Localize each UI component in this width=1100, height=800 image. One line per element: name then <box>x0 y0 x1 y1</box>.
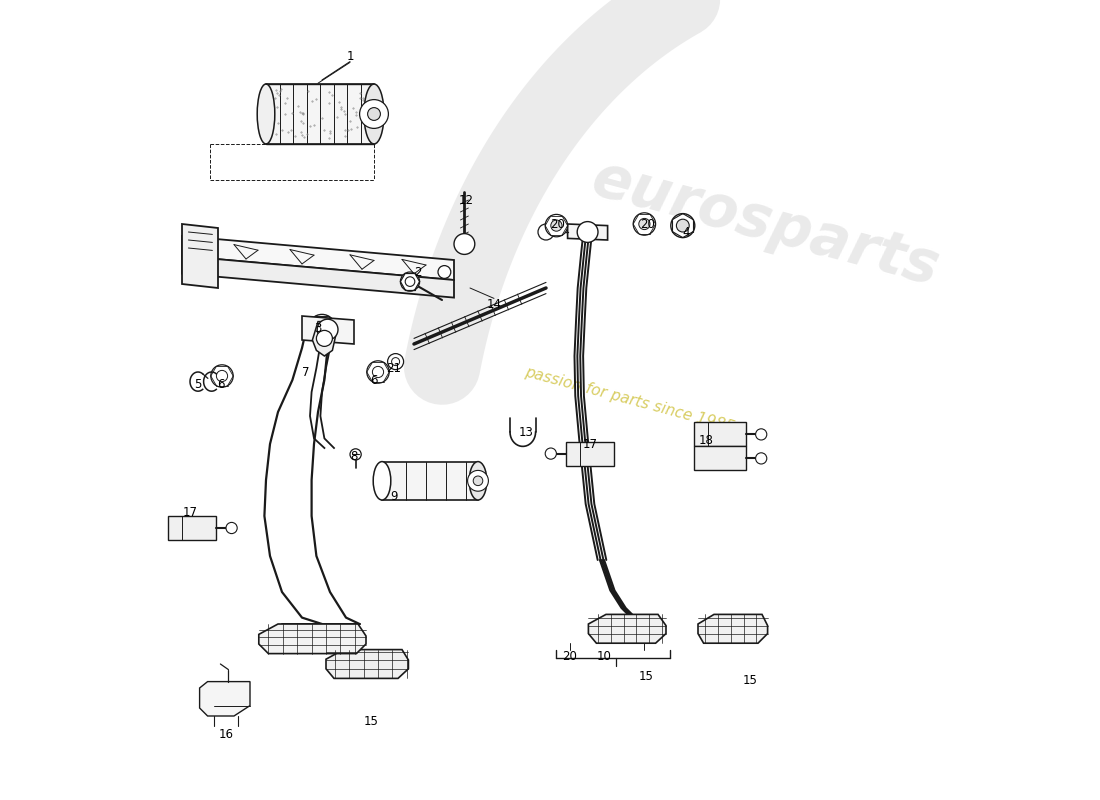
Text: 3: 3 <box>315 322 321 334</box>
Text: 20: 20 <box>562 650 578 662</box>
Circle shape <box>373 366 384 378</box>
Ellipse shape <box>470 462 487 500</box>
Text: 17: 17 <box>583 438 597 450</box>
Text: 14: 14 <box>486 298 502 310</box>
Polygon shape <box>326 650 408 678</box>
Circle shape <box>756 453 767 464</box>
Text: passion for parts since 1985: passion for parts since 1985 <box>524 365 737 435</box>
Polygon shape <box>698 614 768 643</box>
Polygon shape <box>182 236 454 280</box>
Circle shape <box>551 220 562 231</box>
Circle shape <box>546 214 568 237</box>
Circle shape <box>546 448 557 459</box>
Circle shape <box>578 222 598 242</box>
Circle shape <box>317 319 338 340</box>
Text: 17: 17 <box>183 506 198 518</box>
Text: 6: 6 <box>217 378 224 390</box>
Circle shape <box>315 321 329 335</box>
Text: eurosparts: eurosparts <box>586 150 946 298</box>
Circle shape <box>538 224 554 240</box>
Text: 13: 13 <box>518 426 534 438</box>
Text: 7: 7 <box>302 366 310 378</box>
Circle shape <box>438 266 451 278</box>
Polygon shape <box>258 624 366 654</box>
Polygon shape <box>694 422 746 446</box>
Circle shape <box>473 476 483 486</box>
Circle shape <box>367 108 381 120</box>
Text: 21: 21 <box>386 362 402 374</box>
Text: 10: 10 <box>597 650 612 662</box>
Polygon shape <box>168 516 217 540</box>
Polygon shape <box>588 614 666 643</box>
Circle shape <box>676 219 690 232</box>
Ellipse shape <box>364 84 384 144</box>
Text: 2: 2 <box>415 266 421 278</box>
Polygon shape <box>694 446 746 470</box>
Text: 1: 1 <box>346 50 354 62</box>
Circle shape <box>226 522 238 534</box>
Circle shape <box>211 365 233 387</box>
Text: 12: 12 <box>459 194 473 206</box>
Circle shape <box>634 213 656 235</box>
Text: 8: 8 <box>350 450 358 462</box>
Text: 20: 20 <box>640 218 654 230</box>
Circle shape <box>400 272 419 291</box>
Text: 18: 18 <box>698 434 714 446</box>
Text: 4: 4 <box>682 226 690 238</box>
Text: 20: 20 <box>551 218 565 230</box>
Circle shape <box>317 330 332 346</box>
Polygon shape <box>266 84 374 144</box>
Polygon shape <box>566 442 614 466</box>
Circle shape <box>360 99 388 128</box>
Polygon shape <box>199 682 250 716</box>
Circle shape <box>366 361 389 383</box>
Circle shape <box>405 277 415 286</box>
Polygon shape <box>182 224 218 288</box>
Text: 15: 15 <box>364 715 380 728</box>
Text: 6: 6 <box>371 374 377 386</box>
Circle shape <box>392 358 399 366</box>
Text: 9: 9 <box>390 490 398 502</box>
Text: 16: 16 <box>219 728 233 741</box>
Circle shape <box>387 354 404 370</box>
Circle shape <box>468 470 488 491</box>
Polygon shape <box>382 462 478 500</box>
Circle shape <box>756 429 767 440</box>
Text: 15: 15 <box>742 674 758 686</box>
Circle shape <box>350 449 361 460</box>
Circle shape <box>454 234 475 254</box>
Ellipse shape <box>257 84 275 144</box>
Text: 5: 5 <box>195 378 201 390</box>
Polygon shape <box>312 322 336 356</box>
Ellipse shape <box>373 462 390 500</box>
Circle shape <box>639 218 650 230</box>
Polygon shape <box>302 316 354 344</box>
Circle shape <box>217 370 228 382</box>
Polygon shape <box>568 224 607 240</box>
Circle shape <box>671 214 695 238</box>
Circle shape <box>308 314 336 342</box>
Text: 15: 15 <box>639 670 653 682</box>
Polygon shape <box>182 256 454 298</box>
